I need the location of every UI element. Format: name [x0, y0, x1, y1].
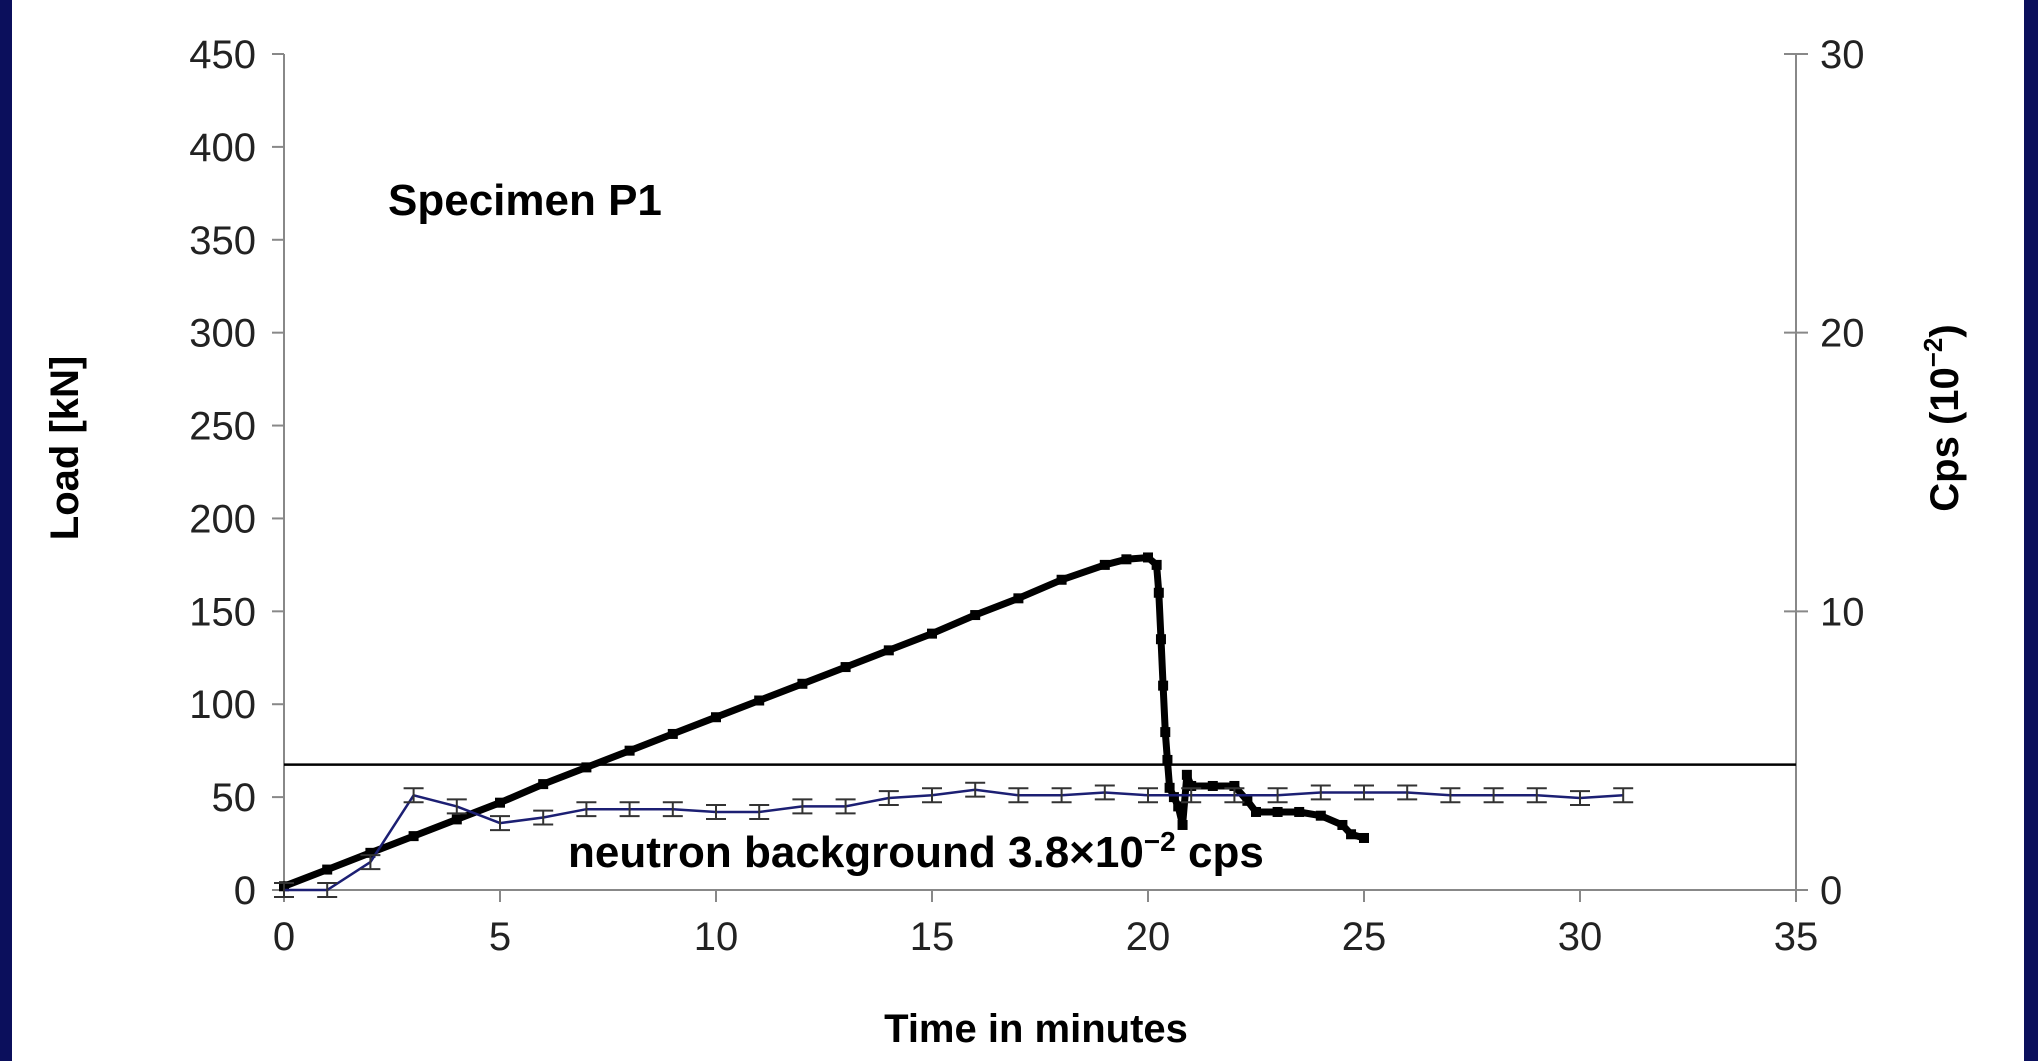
load-series-point	[1164, 782, 1175, 793]
load-series-point	[1160, 727, 1171, 738]
load-series-point	[581, 762, 592, 773]
y-tick-label: 300	[189, 312, 256, 356]
y2-tick-label: 30	[1820, 33, 1865, 77]
y2-axis-title: Cps (10−2)	[1918, 324, 1967, 511]
x-tick-label: 30	[1558, 915, 1603, 959]
load-series-point	[1151, 559, 1162, 570]
load-series-point	[1272, 806, 1283, 817]
load-series-point	[667, 728, 678, 739]
y2-tick-label: 20	[1820, 312, 1865, 356]
y-tick-label: 400	[189, 126, 256, 170]
cps-series-line	[284, 788, 1624, 892]
load-series-point	[408, 831, 419, 842]
load-series-point	[1173, 801, 1184, 812]
x-tick-label: 25	[1342, 915, 1387, 959]
x-tick-label: 20	[1126, 915, 1171, 959]
y2-tick-label: 10	[1820, 590, 1865, 634]
load-series-point	[1346, 829, 1357, 840]
load-series-point	[1153, 587, 1164, 598]
load-series-point	[1251, 806, 1261, 817]
load-series-point	[538, 779, 549, 790]
y-tick-label: 100	[189, 683, 256, 727]
load-series-point	[1158, 680, 1169, 691]
x-tick-label: 15	[910, 915, 955, 959]
chart-svg: 0 5 10 15 20 25 30 3505010015020025030035040045…	[43, 33, 1967, 1051]
load-series-point	[1056, 574, 1067, 585]
axes-layer	[283, 54, 1797, 891]
x-tick-label: 5	[489, 915, 511, 959]
y2-axis-title-exp: −2	[1918, 338, 1948, 368]
background-annotation-unit: cps	[1176, 828, 1264, 877]
y-tick-label: 50	[212, 776, 257, 820]
load-series-point	[495, 797, 505, 808]
y-tick-label: 350	[189, 219, 256, 263]
y-tick-label: 250	[189, 405, 256, 449]
load-series-point	[1155, 634, 1166, 645]
y-tick-label: 150	[189, 590, 256, 634]
ticks-layer: 0 5 10 15 20 25 30 3505010015020025030035040045…	[189, 33, 1864, 959]
load-series-point	[1229, 780, 1240, 791]
load-series-point	[1181, 769, 1192, 780]
load-series-point	[797, 678, 808, 689]
load-series-point	[1242, 795, 1253, 806]
load-series-point	[1099, 559, 1110, 570]
y-tick-label: 450	[189, 33, 256, 77]
background-annotation: neutron background 3.8×10−2 cps	[568, 826, 1264, 877]
load-series-point	[927, 628, 937, 639]
load-series-point	[1186, 780, 1197, 791]
load-series-point	[1315, 810, 1326, 821]
load-series-point	[365, 847, 376, 858]
y2-axis-title-close: )	[1923, 324, 1967, 337]
load-series-point	[840, 662, 851, 673]
specimen-label: Specimen P1	[388, 176, 662, 225]
background-annotation-text: neutron background 3.8×10	[568, 828, 1144, 877]
load-series-point	[451, 814, 462, 825]
load-series-point	[1359, 832, 1369, 843]
y-axis-title: Load [kN]	[43, 356, 87, 540]
load-series-point	[1162, 754, 1173, 765]
x-axis-title: Time in minutes	[884, 1007, 1188, 1051]
load-series-point	[883, 645, 894, 656]
load-series-point	[1121, 554, 1132, 565]
chart-frame: 0 5 10 15 20 25 30 35 0 50 100 150 200 250 300 350 400 45…	[12, 0, 2024, 1061]
x-tick-label: 35	[1774, 915, 1819, 959]
load-series-point	[1337, 819, 1348, 830]
load-series-point	[1168, 792, 1179, 803]
background-annotation-exp: −2	[1144, 826, 1176, 857]
y2-axis-title-text: Cps (10	[1923, 367, 1967, 512]
load-series-point	[1143, 552, 1153, 563]
y-tick-label: 0	[234, 869, 256, 913]
load-series-point	[1177, 819, 1188, 830]
load-series-point	[1207, 780, 1218, 791]
x-tick-label: 0	[273, 915, 295, 959]
x-tick-label: 10	[694, 915, 739, 959]
load-series-point	[624, 745, 635, 756]
y2-tick-label: 0	[1820, 869, 1842, 913]
load-series-point	[754, 695, 765, 706]
load-series-point	[970, 610, 981, 621]
load-series-point	[322, 864, 333, 875]
y-tick-label: 200	[189, 497, 256, 541]
load-series-point	[1294, 806, 1305, 817]
series-layer	[274, 552, 1796, 898]
load-series-point	[711, 712, 721, 723]
load-series-point	[1013, 593, 1024, 604]
